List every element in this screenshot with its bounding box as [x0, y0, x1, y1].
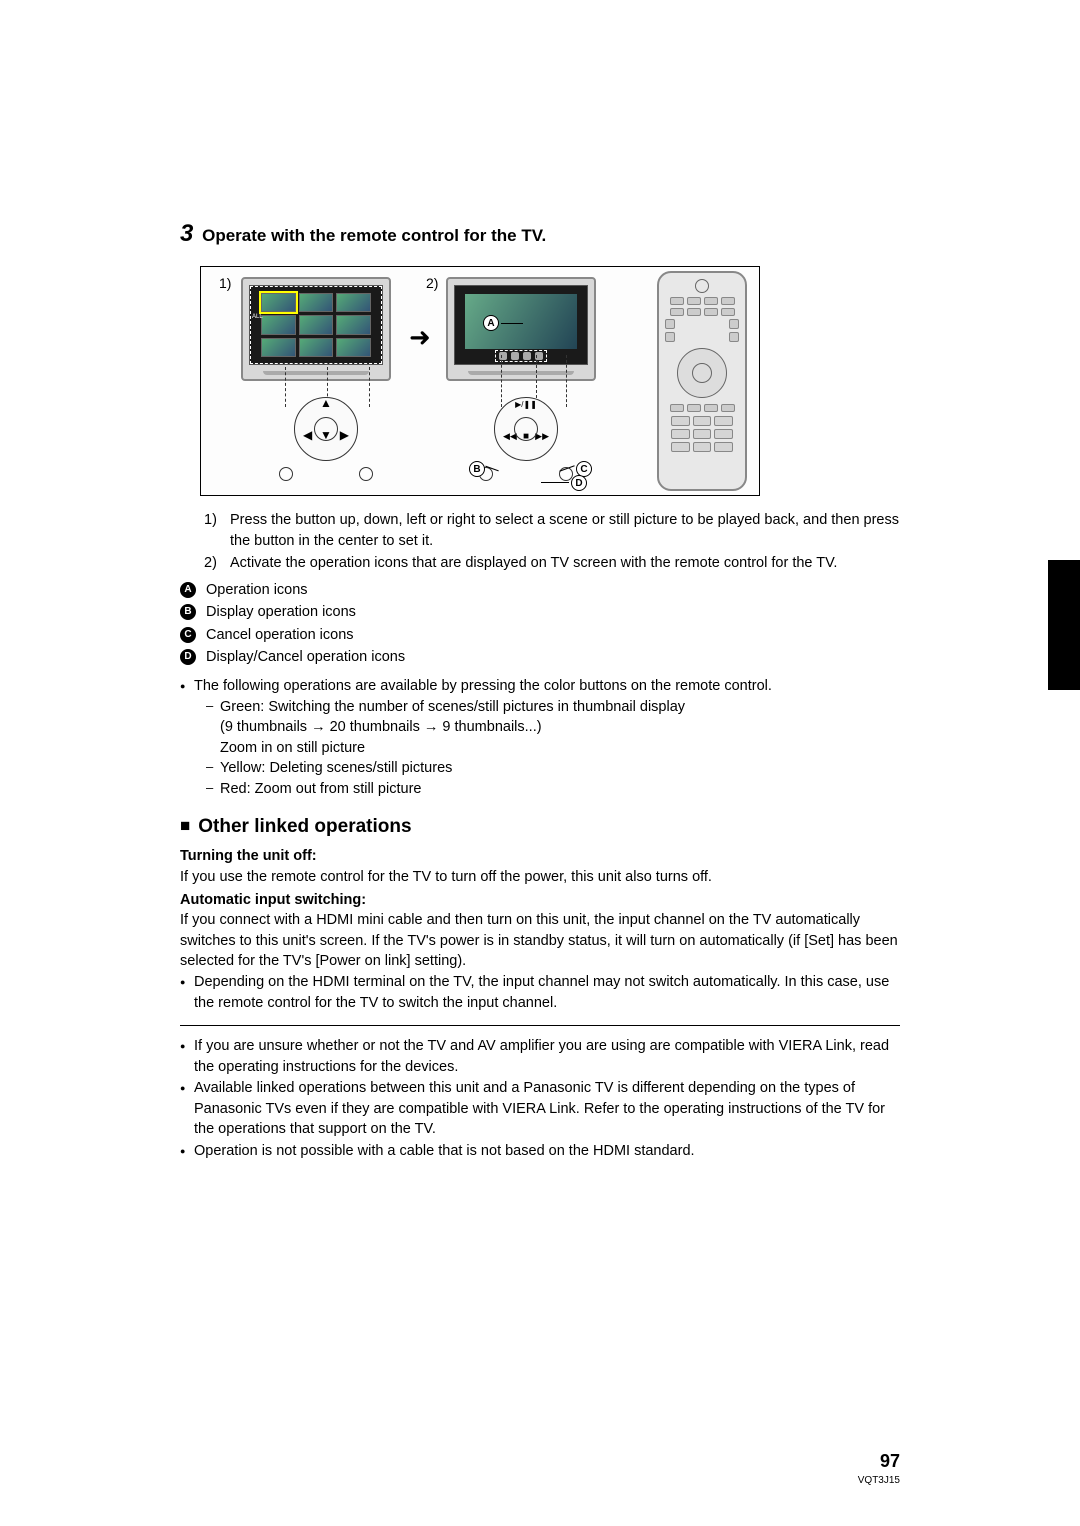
separator: [180, 1025, 900, 1026]
step-number: 3: [180, 220, 193, 247]
notes-list: If you are unsure whether or not the TV …: [180, 1036, 900, 1161]
label-D: D: [571, 475, 587, 491]
label-B: B: [469, 461, 485, 477]
arrow-icon: ➜: [409, 322, 431, 353]
page-number: 97: [880, 1451, 900, 1472]
auto-input-heading: Automatic input switching:: [180, 890, 900, 911]
turning-off-text: If you use the remote control for the TV…: [180, 867, 900, 888]
doc-code: VQT3J15: [858, 1475, 900, 1486]
other-linked-heading: ■Other linked operations: [180, 814, 900, 841]
step-heading: 3 Operate with the remote control for th…: [180, 220, 900, 248]
label-A: A: [483, 315, 499, 331]
all-tag: ALL: [252, 314, 263, 320]
auto-input-bullet: Depending on the HDMI terminal on the TV…: [180, 972, 900, 1013]
dpad-select: ▲ ▼ ◀ ▶: [281, 397, 371, 487]
diagram-label-1: 1): [219, 275, 231, 291]
step-title: Operate with the remote control for the …: [202, 226, 546, 245]
operation-icons-row: [495, 350, 547, 362]
numbered-steps: 1)Press the button up, down, left or rig…: [180, 510, 900, 574]
remote-diagram: 1) 2) ALL ➜ A: [200, 266, 760, 496]
tv-playback-view: [446, 277, 596, 381]
remote-control: [657, 271, 747, 491]
auto-input-text: If you connect with a HDMI mini cable an…: [180, 910, 900, 972]
turning-off-heading: Turning the unit off:: [180, 846, 900, 867]
dpad-playback: [481, 397, 571, 487]
color-button-ops: The following operations are available b…: [180, 676, 900, 799]
lettered-legend: AOperation icons BDisplay operation icon…: [180, 580, 900, 668]
manual-page: 3 Operate with the remote control for th…: [0, 0, 1080, 1203]
tv-thumbnail-view: ALL: [241, 277, 391, 381]
diagram-label-2: 2): [426, 275, 438, 291]
